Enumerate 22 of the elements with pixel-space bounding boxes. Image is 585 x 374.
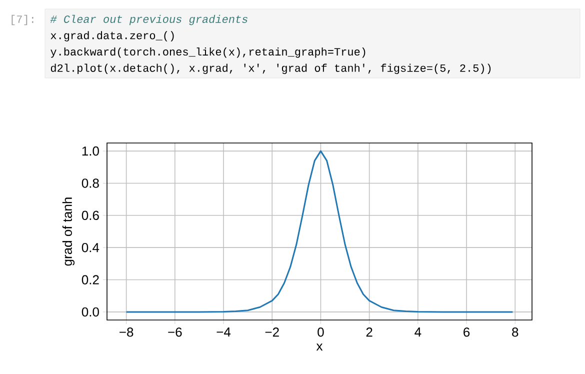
- x-tick-label: −2: [265, 328, 279, 337]
- x-tick-label: 2: [366, 328, 372, 337]
- y-tick-label: 0.8: [82, 178, 99, 188]
- y-tick-label: 1.0: [82, 146, 99, 156]
- y-tick-label: 0.6: [82, 210, 99, 220]
- y-tick-label: 0.4: [82, 242, 100, 252]
- text: d2l.plot(x.detach(), x.grad, 'x', 'grad of tanh', figsize=(5, 2.5)): [50, 64, 491, 74]
- text: x.grad.data.zero_(): [50, 31, 174, 42]
- x-axis-title: x: [316, 344, 323, 350]
- x-tick-label: 6: [464, 328, 470, 337]
- x-tick-label: −6: [168, 328, 182, 337]
- y-tick-label: 0.0: [82, 307, 99, 317]
- y-axis-title: grad of tanh: [62, 198, 75, 266]
- text: [7]:: [12, 14, 34, 26]
- text: y.backward(torch.ones_like(x),retain_graph=True): [50, 47, 366, 58]
- text: # Clear out previous gradients: [50, 14, 248, 26]
- x-tick-label: 4: [414, 328, 422, 336]
- y-tick-label: 0.2: [82, 275, 99, 284]
- x-tick-label: 0: [318, 328, 324, 337]
- x-tick-label: −4: [216, 328, 231, 336]
- x-tick-label: −8: [120, 328, 134, 337]
- x-tick-label: 8: [512, 328, 518, 337]
